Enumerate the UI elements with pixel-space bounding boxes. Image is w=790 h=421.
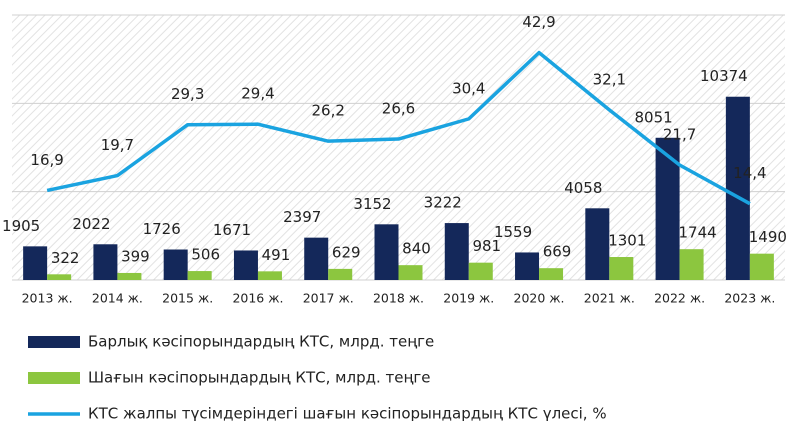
data-label: 19,7 bbox=[101, 136, 134, 154]
x-tick-label: 2018 ж. bbox=[373, 291, 424, 306]
bar bbox=[93, 244, 118, 280]
data-label: 1905 bbox=[2, 217, 40, 235]
data-label: 26,6 bbox=[382, 100, 415, 118]
data-label: 491 bbox=[262, 246, 291, 264]
bar bbox=[539, 268, 564, 280]
bar bbox=[23, 246, 48, 280]
data-label: 1671 bbox=[213, 221, 251, 239]
line bbox=[46, 50, 751, 206]
x-tick-label: 2016 ж. bbox=[232, 291, 283, 306]
data-label: 29,3 bbox=[171, 85, 204, 103]
data-label: 8051 bbox=[634, 108, 672, 126]
data-label: 29,4 bbox=[241, 85, 274, 103]
data-label: 32,1 bbox=[593, 70, 626, 88]
x-tick-label: 2014 ж. bbox=[92, 291, 143, 306]
data-label: 1744 bbox=[678, 224, 716, 242]
data-label: 42,9 bbox=[522, 13, 555, 31]
data-label: 21,7 bbox=[663, 125, 696, 143]
bar bbox=[609, 257, 634, 280]
data-label: 669 bbox=[543, 243, 572, 261]
data-label: 840 bbox=[402, 240, 431, 258]
bar bbox=[257, 271, 282, 280]
bar bbox=[47, 274, 72, 280]
data-label: 1559 bbox=[494, 223, 532, 241]
data-label: 10374 bbox=[700, 67, 748, 85]
legend-swatch bbox=[28, 372, 80, 384]
bar bbox=[374, 224, 399, 280]
bar bbox=[117, 272, 142, 280]
bar bbox=[328, 268, 353, 280]
data-label: 14,4 bbox=[733, 164, 766, 182]
x-tick-label: 2023 ж. bbox=[724, 291, 775, 306]
bar bbox=[444, 223, 469, 280]
data-label: 1726 bbox=[143, 220, 181, 238]
data-label: 981 bbox=[472, 237, 501, 255]
x-tick-label: 2022 ж. bbox=[654, 291, 705, 306]
data-label: 4058 bbox=[564, 179, 602, 197]
data-label: 399 bbox=[121, 247, 150, 265]
data-label: 26,2 bbox=[312, 102, 345, 120]
bar bbox=[725, 96, 750, 280]
data-label: 2397 bbox=[283, 208, 321, 226]
x-tick-label: 2013 ж. bbox=[22, 291, 73, 306]
data-label: 2022 bbox=[72, 215, 110, 233]
legend-label: КТС жалпы түсімдеріндегі шағын кәсіпорын… bbox=[88, 405, 607, 421]
bar bbox=[585, 208, 610, 280]
bar bbox=[749, 253, 774, 280]
legend-swatch bbox=[28, 336, 80, 348]
data-label: 3152 bbox=[353, 195, 391, 213]
bar bbox=[515, 252, 540, 280]
bar bbox=[655, 137, 680, 280]
data-label: 1301 bbox=[608, 232, 646, 250]
x-tick-label: 2019 ж. bbox=[443, 291, 494, 306]
bar bbox=[304, 237, 329, 280]
x-tick-label: 2015 ж. bbox=[162, 291, 213, 306]
bar bbox=[679, 249, 704, 280]
bar bbox=[163, 249, 188, 280]
data-label: 322 bbox=[51, 249, 80, 267]
bar bbox=[398, 265, 423, 280]
bar bbox=[187, 271, 212, 280]
data-label: 1490 bbox=[749, 228, 787, 246]
data-label: 506 bbox=[191, 246, 220, 264]
bar bbox=[233, 250, 258, 280]
bar bbox=[468, 262, 493, 280]
legend-label: Барлық кәсіпорындардың КТС, млрд. теңге bbox=[88, 333, 434, 351]
x-tick-label: 2021 ж. bbox=[584, 291, 635, 306]
x-tick-label: 2017 ж. bbox=[303, 291, 354, 306]
x-tick-label: 2020 ж. bbox=[514, 291, 565, 306]
legend-label: Шағын кәсіпорындардың КТС, млрд. теңге bbox=[88, 369, 430, 387]
data-label: 16,9 bbox=[30, 151, 63, 169]
data-label: 3222 bbox=[424, 194, 462, 212]
data-label: 629 bbox=[332, 243, 361, 261]
data-label: 30,4 bbox=[452, 79, 485, 97]
